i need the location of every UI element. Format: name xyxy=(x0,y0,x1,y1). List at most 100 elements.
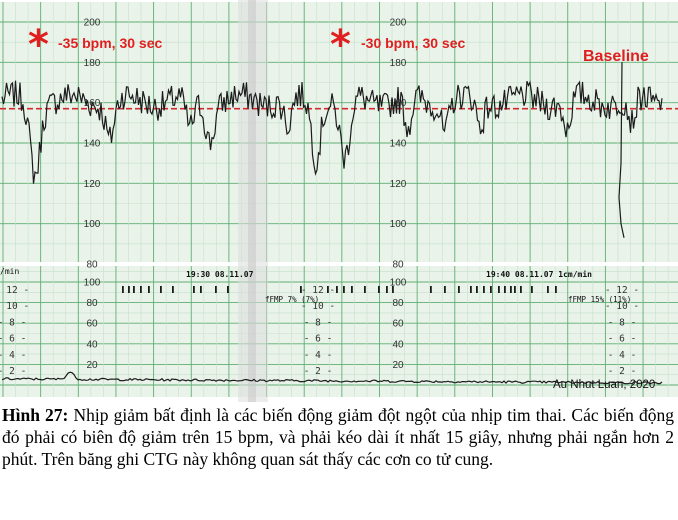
fetal-movement-mark xyxy=(364,286,366,293)
side-scale-label: - 4 - xyxy=(608,350,637,361)
fetal-movement-mark xyxy=(470,286,472,293)
fetal-movement-mark xyxy=(498,286,500,293)
side-scale-label: - 10 - xyxy=(301,301,335,312)
fhr-tick-label: 200 xyxy=(390,18,407,29)
fetal-movement-mark xyxy=(300,286,302,293)
fetal-movement-mark xyxy=(458,286,460,293)
fhr-tick-label: 200 xyxy=(84,18,101,29)
fhr-artifact-trace xyxy=(618,62,625,238)
fhr-tick-label: 120 xyxy=(84,179,101,190)
fetal-movement-mark xyxy=(520,286,522,293)
fhr-tick-label: 180 xyxy=(84,58,101,69)
fetal-movement-mark xyxy=(327,286,329,293)
fetal-movement-mark xyxy=(514,286,516,293)
ua-panel xyxy=(0,266,678,397)
ctg-chart: 2001801601401201008020018016014012010080… xyxy=(0,0,678,402)
ua-tick-label: 60 xyxy=(392,319,404,330)
side-scale-label: - 8 - xyxy=(304,317,333,328)
caption-text: Nhịp giảm bất định là các biến động giảm… xyxy=(2,405,674,469)
side-scale-label: - 10 - xyxy=(605,301,639,312)
side-scale-label: - 2 - xyxy=(0,366,26,377)
fetal-movement-mark xyxy=(490,286,492,293)
paper-fold xyxy=(238,0,268,402)
side-scale-label: - 6 - xyxy=(304,334,333,345)
ua-side-scale: - 12 - - 10 - - 8 - - 6 - - 4 - - 2 - - 12 - - … xyxy=(0,285,639,377)
fetal-movement-mark xyxy=(504,286,506,293)
fetal-movement-mark xyxy=(148,286,150,293)
fhr-tick-label: 100 xyxy=(390,219,407,230)
side-scale-label: - 12 - xyxy=(605,285,639,296)
fetal-movement-mark xyxy=(343,286,345,293)
ua-tick-label: 100 xyxy=(84,278,101,289)
asterisk-icon: * xyxy=(330,22,351,68)
fetal-movement-mark xyxy=(128,286,130,293)
baseline-label: Baseline xyxy=(583,48,649,65)
fetal-movement-mark xyxy=(160,286,162,293)
ua-tick-label: 20 xyxy=(392,360,404,371)
fmp-label: fFMP 7% (7%) xyxy=(265,295,319,304)
side-scale-label: - 12 - xyxy=(301,285,335,296)
fetal-movement-mark xyxy=(386,286,388,293)
side-scale-label: - 2 - xyxy=(304,366,333,377)
fhr-tick-label: 80 xyxy=(392,260,404,271)
fhr-tick-label: 100 xyxy=(84,219,101,230)
side-scale-label: - 8 - xyxy=(608,317,637,328)
asterisk-icon: * xyxy=(28,22,49,68)
fetal-movement-mark xyxy=(531,286,533,293)
side-scale-label: - 6 - xyxy=(0,334,26,345)
ua-tick-label: 80 xyxy=(392,298,404,309)
fhr-tick-label: 80 xyxy=(86,260,98,271)
ua-tick-label: 20 xyxy=(86,360,98,371)
fetal-movement-mark xyxy=(392,286,394,293)
fetal-movement-mark xyxy=(122,286,124,293)
side-scale-label: - 8 - xyxy=(0,317,26,328)
annotation-label: -35 bpm, 30 sec xyxy=(58,35,162,51)
timestamp-label: 19:30 08.11.07 xyxy=(186,270,254,279)
annotation-1: * -35 bpm, 30 sec xyxy=(28,22,162,68)
fetal-movement-mark xyxy=(555,286,557,293)
fhr-tick-label: 160 xyxy=(390,98,407,109)
paper-fold-band xyxy=(238,0,268,402)
side-scale-label: - 6 - xyxy=(608,334,637,345)
ua-tick-label: 60 xyxy=(86,319,98,330)
ua-tick-label: 40 xyxy=(86,339,98,350)
fetal-movement-mark xyxy=(510,286,512,293)
ua-trace xyxy=(1,371,663,385)
fetal-movement-mark xyxy=(215,286,217,293)
fetal-movement-mark xyxy=(133,286,135,293)
fetal-movement-mark xyxy=(378,286,380,293)
annotation-label: -30 bpm, 30 sec xyxy=(361,35,465,51)
ua-tick-label: 40 xyxy=(392,339,404,350)
side-scale-label: - 4 - xyxy=(0,350,26,361)
fetal-movement-mark xyxy=(336,286,338,293)
side-scale-label: - 2 - xyxy=(608,366,637,377)
side-scale-label: - 12 - xyxy=(0,285,29,296)
paper-fold-crease xyxy=(248,0,256,402)
fetal-movement-mark xyxy=(200,286,202,293)
ua-axis-labels: 100 80 60 40 20 100 80 60 40 20 xyxy=(84,278,407,371)
fetal-movement-mark xyxy=(172,286,174,293)
fetal-movement-mark xyxy=(351,286,353,293)
credit-label: Au Nhut Luan, 2020 xyxy=(553,379,655,391)
side-scale-label: - 4 - xyxy=(304,350,333,361)
ua-tick-label: 80 xyxy=(86,298,98,309)
fetal-movement-mark xyxy=(476,286,478,293)
fhr-tick-label: 120 xyxy=(390,179,407,190)
fetal-movement-mark xyxy=(227,286,229,293)
fmp-label: fFMP 15% (11%) xyxy=(568,295,631,304)
ua-tick-label: 100 xyxy=(390,278,407,289)
figure-caption: Hình 27: Nhịp giảm bất định là các biến … xyxy=(2,404,674,470)
fetal-movement-mark xyxy=(430,286,432,293)
fhr-trace xyxy=(1,80,663,184)
fhr-tick-label: 180 xyxy=(390,58,407,69)
ctg-grid xyxy=(0,2,678,397)
fetal-movement-mark xyxy=(140,286,142,293)
unit-label: /min xyxy=(0,267,19,276)
fetal-movement-mark xyxy=(547,286,549,293)
caption-label: Hình 27: xyxy=(2,405,69,425)
fhr-tick-label: 140 xyxy=(84,139,101,150)
side-scale-label: - 10 - xyxy=(0,301,29,312)
fetal-movement-mark xyxy=(444,286,446,293)
fetal-movement-mark xyxy=(483,286,485,293)
fetal-movement-marks xyxy=(122,286,557,293)
